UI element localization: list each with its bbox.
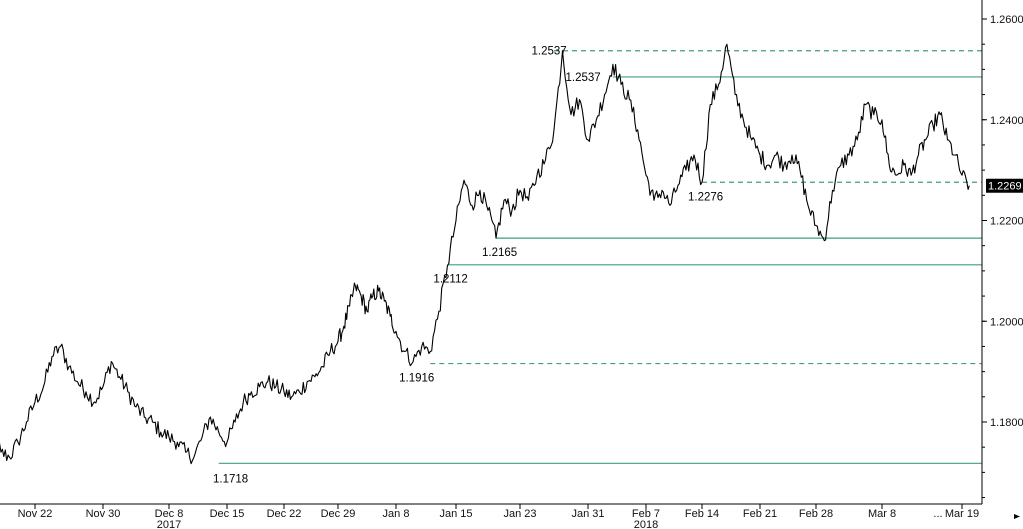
x-tick-label-6: Jan 8 [383,508,410,520]
x-tick-label-3: Dec 15 [210,508,245,520]
x-axis-ellipsis: ... [933,508,942,520]
x-tick-label-13: Feb 28 [799,508,833,520]
x-tick-label-14: Mar 8 [868,508,896,520]
x-tick-label-2: Dec 8 [155,508,184,520]
x-year-label-0: 2017 [157,519,181,529]
x-tick-label-15: Mar 19 [945,508,979,520]
annotation-label-6: 1.1718 [213,473,248,485]
y-tick-label-1: 1.2400 [990,115,1023,127]
x-tick-label-4: Dec 22 [267,508,302,520]
x-tick-label-0: Nov 22 [18,508,53,520]
x-tick-label-5: Dec 29 [321,508,356,520]
last-value-label: 1.2269 [988,181,1022,193]
annotation-label-1: 1.2537 [566,72,601,84]
series-line-0 [0,43,970,465]
x-tick-label-12: Feb 21 [743,508,777,520]
x-tick-label-10: Feb 7 [632,508,660,520]
last-value-box [986,178,1023,193]
x-tick-label-7: Jan 15 [439,508,472,520]
annotation-label-4: 1.2112 [433,273,467,285]
x-tick-label-8: Jan 23 [503,508,536,520]
x-tick-label-1: Nov 30 [86,508,121,520]
annotations: 1.2537 1.2537 1.2276 1.2165 1.2112 1.1916 1.17… [213,46,723,486]
annotation-label-0: 1.2537 [532,46,567,58]
annotation-label-3: 1.2165 [482,247,517,259]
x-tick-label-9: Jan 31 [571,508,604,520]
level-lines [218,50,982,464]
x-axis-arrow-icon [1014,514,1020,519]
y-tick-label-4: 1.1800 [990,417,1023,429]
annotation-label-5: 1.1916 [399,373,434,385]
x-tick-label-11: Feb 14 [685,508,719,520]
y-tick-label-0: 1.2600 [990,14,1023,26]
y-tick-label-3: 1.2000 [990,316,1023,328]
x-year-label-1: 2018 [634,519,658,529]
annotation-label-2: 1.2276 [688,191,723,203]
price-series [0,43,970,465]
y-tick-label-2: 1.2200 [990,216,1023,228]
